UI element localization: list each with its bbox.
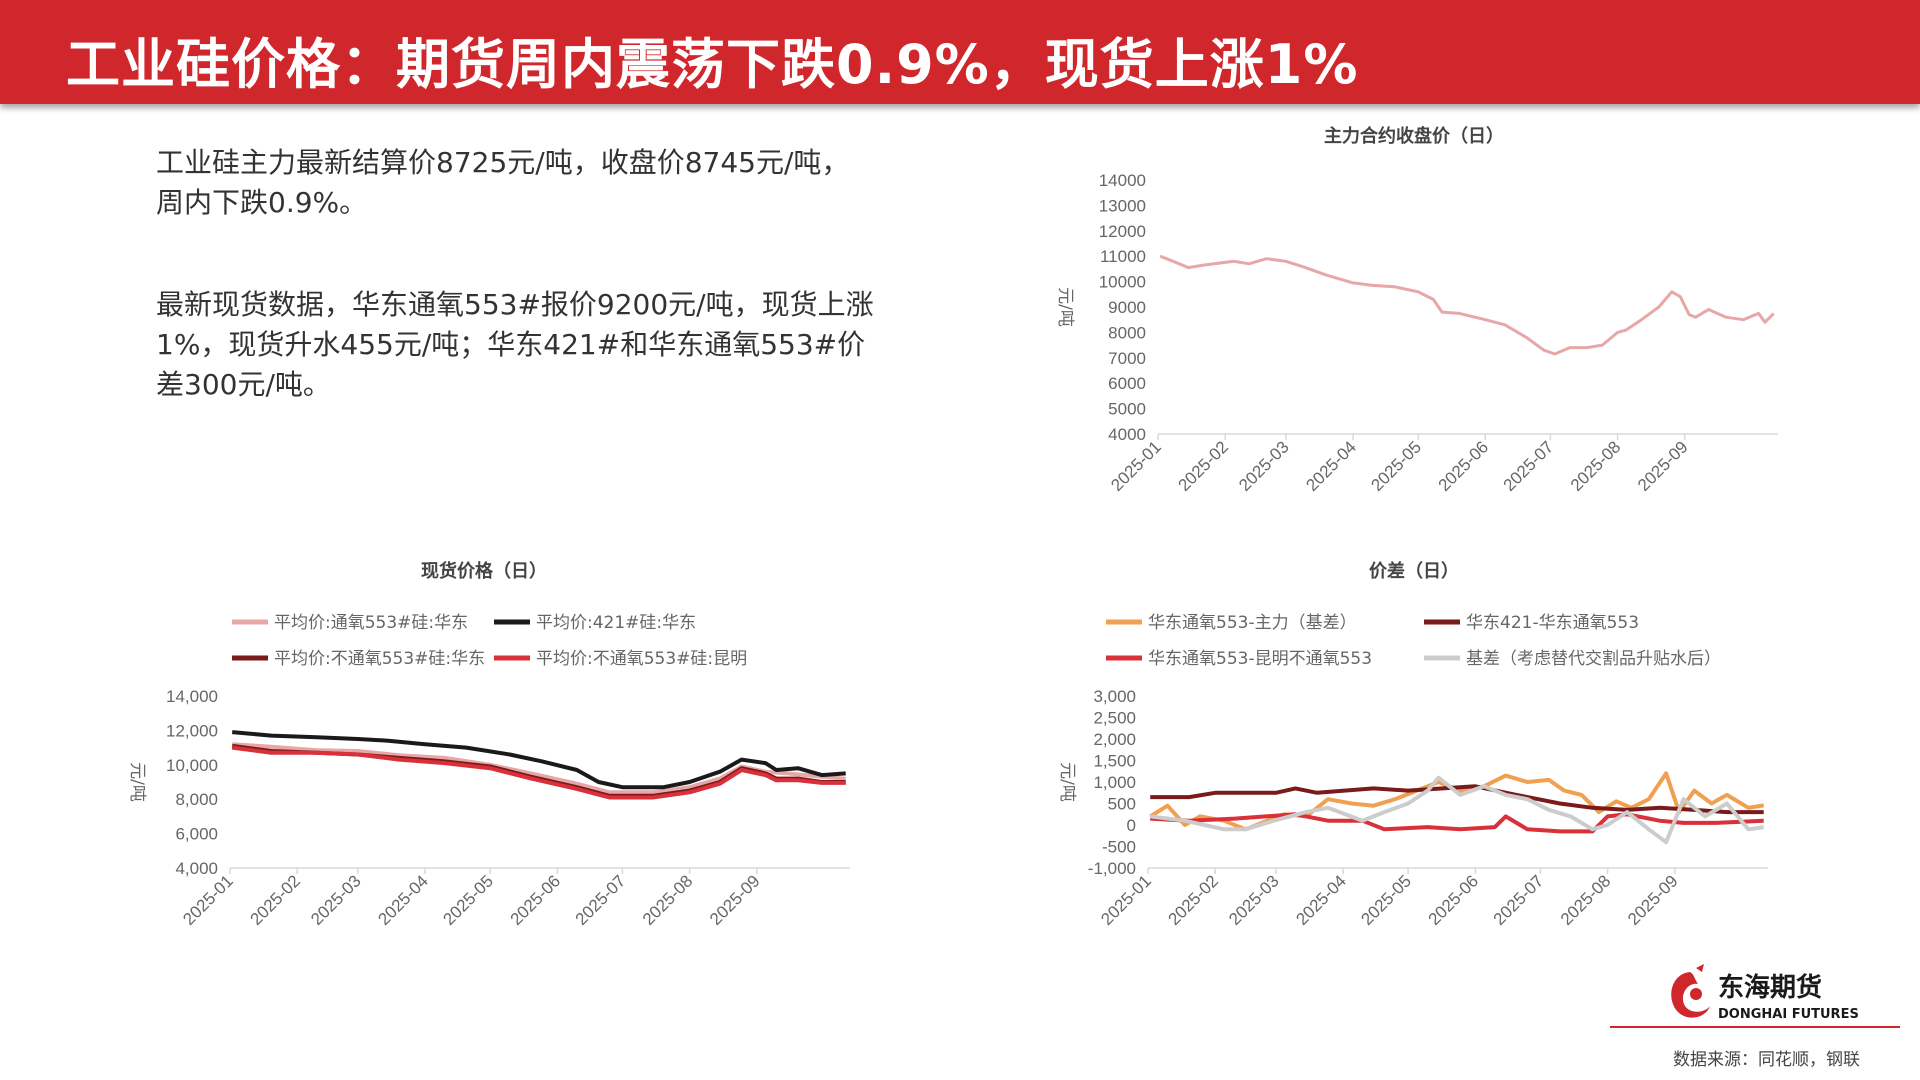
spot-chart-title: 现货价格（日） <box>421 560 547 582</box>
futures-y-tick-4: 10000 <box>1099 273 1146 292</box>
donghai-logo: 东海期货 DONGHAI FUTURES <box>1660 960 1880 1030</box>
spread-y-tick-7: -500 <box>1102 838 1136 857</box>
spot-series-line-1 <box>232 730 846 790</box>
logo-en-text: DONGHAI FUTURES <box>1718 1007 1859 1022</box>
spot-x-tick-4: 2025-05 <box>439 871 497 929</box>
futures-x-tick-8: 2025-09 <box>1634 437 1692 495</box>
futures-x-tick-2: 2025-03 <box>1235 437 1293 495</box>
futures-x-tick-4: 2025-05 <box>1367 437 1425 495</box>
spread-x-tick-3: 2025-04 <box>1292 871 1350 929</box>
futures-y-tick-5: 9000 <box>1108 298 1146 317</box>
spread-y-tick-0: 3,000 <box>1093 687 1136 706</box>
spread-x-tick-7: 2025-08 <box>1557 871 1615 929</box>
spot-legend-label-2: 平均价:不通氧553#硅:华东 <box>274 649 485 669</box>
futures-y-tick-1: 13000 <box>1099 196 1146 215</box>
spot-x-tick-1: 2025-02 <box>246 871 304 929</box>
spread-chart-svg: 价差（日） 华东通氧553-主力（基差） 华东421-华东通氧553 华东通氧553-… <box>1057 560 1768 929</box>
spread-x-tick-8: 2025-09 <box>1624 871 1682 929</box>
spread-x-tick-5: 2025-06 <box>1425 871 1483 929</box>
futures-y-axis-label: 元/吨 <box>1055 287 1075 327</box>
futures-y-tick-7: 7000 <box>1108 349 1146 368</box>
spread-series-line-1 <box>1150 784 1764 815</box>
spot-x-tick-8: 2025-09 <box>706 871 764 929</box>
futures-y-tick-3: 11000 <box>1100 247 1146 266</box>
futures-x-tick-7: 2025-08 <box>1567 437 1625 495</box>
spot-series-line-3 <box>231 745 846 800</box>
spread-y-tick-8: -1,000 <box>1088 859 1136 878</box>
spread-y-tick-4: 1,000 <box>1093 773 1136 792</box>
spread-y-tick-2: 2,000 <box>1093 730 1136 749</box>
spot-y-tick-4: 6,000 <box>175 825 218 844</box>
futures-y-tick-10: 4000 <box>1108 425 1146 444</box>
spread-y-tick-3: 1,500 <box>1093 752 1136 771</box>
spread-legend-label-0: 华东通氧553-主力（基差） <box>1148 613 1357 633</box>
spot-price-chart: 现货价格（日） 平均价:通氧553#硅:华东 平均价:421#硅:华东平均价:不通氧… <box>110 556 870 956</box>
spot-y-tick-2: 10,000 <box>166 756 218 775</box>
futures-series-line-0 <box>1159 254 1775 356</box>
header-bar: 工业硅价格：期货周内震荡下跌0.9%，现货上涨1% <box>0 0 1920 104</box>
page-title: 工业硅价格：期货周内震荡下跌0.9%，现货上涨1% <box>66 33 1359 96</box>
spot-x-tick-5: 2025-06 <box>507 871 565 929</box>
futures-x-tick-0: 2025-01 <box>1107 437 1165 495</box>
futures-y-tick-6: 8000 <box>1108 323 1146 342</box>
spread-y-tick-6: 0 <box>1127 816 1136 835</box>
futures-chart-svg: 主力合约收盘价（日） 元/吨 14000 13000 12000 11000 10000 90… <box>1055 125 1778 495</box>
spot-legend-label-3: 平均价:不通氧553#硅:昆明 <box>536 649 747 669</box>
futures-y-tick-0: 14000 <box>1099 171 1146 190</box>
footer-divider <box>1610 1026 1900 1028</box>
futures-x-tick-1: 2025-02 <box>1174 437 1232 495</box>
spot-y-tick-3: 8,000 <box>175 790 218 809</box>
spot-x-tick-6: 2025-07 <box>572 871 630 929</box>
spot-series-line-0 <box>232 742 846 795</box>
spot-x-tick-0: 2025-01 <box>179 871 237 929</box>
spread-x-tick-1: 2025-02 <box>1164 871 1222 929</box>
spot-x-tick-7: 2025-08 <box>639 871 697 929</box>
futures-chart: 主力合约收盘价（日） 元/吨 14000 13000 12000 11000 10000 90… <box>1040 125 1800 525</box>
spot-y-tick-0: 14,000 <box>166 687 218 706</box>
spread-chart: 价差（日） 华东通氧553-主力（基差） 华东421-华东通氧553 华东通氧553-… <box>1040 556 1800 956</box>
spot-y-tick-5: 4,000 <box>175 859 218 878</box>
summary-paragraph-futures: 工业硅主力最新结算价8725元/吨，收盘价8745元/吨，周内下跌0.9%。 <box>156 146 850 219</box>
spot-x-tick-2: 2025-03 <box>307 871 365 929</box>
spread-chart-title: 价差（日） <box>1369 560 1459 582</box>
spread-y-tick-5: 500 <box>1108 795 1136 814</box>
spread-y-axis-label: 元/吨 <box>1057 762 1077 802</box>
spot-price-chart-svg: 现货价格（日） 平均价:通氧553#硅:华东 平均价:421#硅:华东平均价:不通氧… <box>127 560 850 929</box>
spread-x-tick-6: 2025-07 <box>1490 871 1548 929</box>
spread-legend-label-2: 华东通氧553-昆明不通氧553 <box>1148 649 1372 669</box>
spot-y-tick-1: 12,000 <box>166 721 218 740</box>
spread-x-tick-0: 2025-01 <box>1097 871 1155 929</box>
logo-dragon-icon: 东海期货 DONGHAI FUTURES <box>1671 964 1859 1022</box>
spot-x-tick-3: 2025-04 <box>374 871 432 929</box>
spread-y-tick-1: 2,500 <box>1093 709 1136 728</box>
spread-x-tick-2: 2025-03 <box>1225 871 1283 929</box>
spread-legend-label-3: 基差（考虑替代交割品升贴水后） <box>1466 649 1721 669</box>
spot-legend-label-0: 平均价:通氧553#硅:华东 <box>274 613 468 633</box>
spread-legend-label-1: 华东421-华东通氧553 <box>1466 613 1639 633</box>
logo-cn-text: 东海期货 <box>1718 972 1822 1003</box>
futures-x-tick-6: 2025-07 <box>1500 437 1558 495</box>
spot-legend-label-1: 平均价:421#硅:华东 <box>536 613 696 633</box>
futures-y-tick-2: 12000 <box>1099 222 1146 241</box>
futures-chart-title: 主力合约收盘价（日） <box>1324 125 1504 147</box>
summary-paragraph-spot: 最新现货数据，华东通氧553#报价9200元/吨，现货上涨1%，现货升水455元… <box>156 288 874 401</box>
spot-y-axis-label: 元/吨 <box>127 762 147 802</box>
futures-x-tick-3: 2025-04 <box>1302 437 1360 495</box>
data-source: 数据来源：同花顺，钢联 <box>1673 1050 1860 1070</box>
futures-y-tick-8: 6000 <box>1108 374 1146 393</box>
futures-y-tick-9: 5000 <box>1108 400 1146 419</box>
spread-series-line-3 <box>1149 775 1764 845</box>
spread-x-tick-4: 2025-05 <box>1357 871 1415 929</box>
futures-x-tick-5: 2025-06 <box>1435 437 1493 495</box>
